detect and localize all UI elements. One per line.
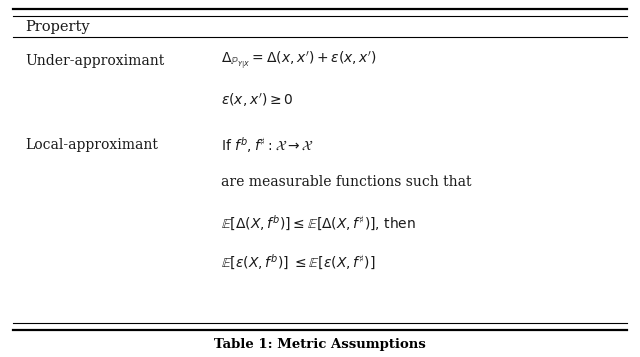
Text: $\mathbb{E}\left[\epsilon(X, f^b)\right] \;\leq \mathbb{E}\left[\epsilon(X, f^{\: $\mathbb{E}\left[\epsilon(X, f^b)\right]… (221, 253, 375, 272)
Text: $\epsilon(x, x^{\prime}) \geq 0$: $\epsilon(x, x^{\prime}) \geq 0$ (221, 91, 293, 109)
Text: Local-approximant: Local-approximant (26, 137, 159, 152)
Text: Table 1: Metric Assumptions: Table 1: Metric Assumptions (214, 338, 426, 351)
Text: are measurable functions such that: are measurable functions such that (221, 175, 471, 189)
Text: Under-approximant: Under-approximant (26, 54, 165, 68)
Text: $\mathbb{E}\left[\Delta(X, f^b)\right] \leq \mathbb{E}\left[\Delta(X, f^{\sharp}: $\mathbb{E}\left[\Delta(X, f^b)\right] \… (221, 213, 416, 233)
Text: Property: Property (26, 20, 90, 34)
Text: If $f^b, f^{\sharp} : \mathcal{X} \rightarrow \mathcal{X}$: If $f^b, f^{\sharp} : \mathcal{X} \right… (221, 135, 314, 155)
Text: $\Delta_{\mathbb{P}_{Y|X}} = \Delta(x, x^{\prime}) + \epsilon(x, x^{\prime})$: $\Delta_{\mathbb{P}_{Y|X}} = \Delta(x, x… (221, 50, 377, 71)
